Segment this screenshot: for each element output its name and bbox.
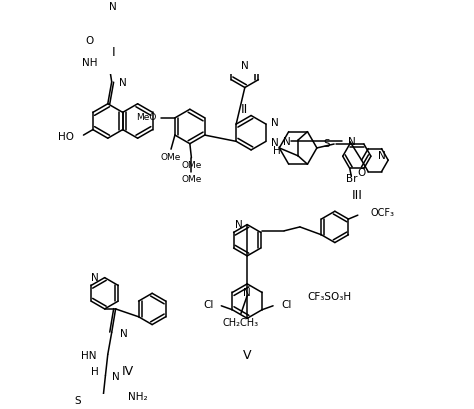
- Text: H: H: [91, 366, 99, 377]
- Text: OMe: OMe: [181, 175, 201, 184]
- Text: CH₂CH₃: CH₂CH₃: [223, 318, 259, 328]
- Text: II: II: [241, 103, 248, 116]
- Text: NH₂: NH₂: [128, 392, 148, 402]
- Text: N: N: [119, 329, 128, 339]
- Text: Cl: Cl: [281, 300, 291, 310]
- Text: N: N: [241, 61, 249, 71]
- Text: OMe: OMe: [161, 153, 181, 162]
- Text: OCF₃: OCF₃: [370, 208, 394, 218]
- Text: OMe: OMe: [181, 161, 201, 170]
- Text: III: III: [351, 189, 362, 202]
- Text: N: N: [283, 137, 291, 147]
- Text: Br: Br: [346, 174, 357, 184]
- Text: N: N: [272, 138, 279, 148]
- Text: N: N: [235, 220, 243, 230]
- Text: N: N: [119, 79, 127, 88]
- Text: N: N: [112, 372, 119, 382]
- Text: N: N: [378, 151, 386, 161]
- Text: N: N: [109, 2, 117, 11]
- Text: CF₃SO₃H: CF₃SO₃H: [307, 292, 351, 302]
- Text: S: S: [74, 396, 81, 406]
- Text: Cl: Cl: [203, 300, 213, 310]
- Text: N: N: [91, 273, 99, 283]
- Text: NH: NH: [82, 58, 98, 68]
- Text: O: O: [357, 168, 366, 178]
- Text: V: V: [243, 349, 251, 362]
- Text: HO: HO: [58, 132, 74, 142]
- Text: N: N: [243, 288, 251, 298]
- Text: HN: HN: [82, 351, 97, 361]
- Text: S: S: [324, 139, 330, 149]
- Text: H: H: [273, 146, 281, 156]
- Text: N: N: [348, 137, 356, 147]
- Text: MeO: MeO: [137, 113, 157, 122]
- Text: IV: IV: [122, 365, 134, 378]
- Text: O: O: [85, 36, 94, 46]
- Text: N: N: [272, 117, 279, 128]
- Text: I: I: [111, 45, 115, 58]
